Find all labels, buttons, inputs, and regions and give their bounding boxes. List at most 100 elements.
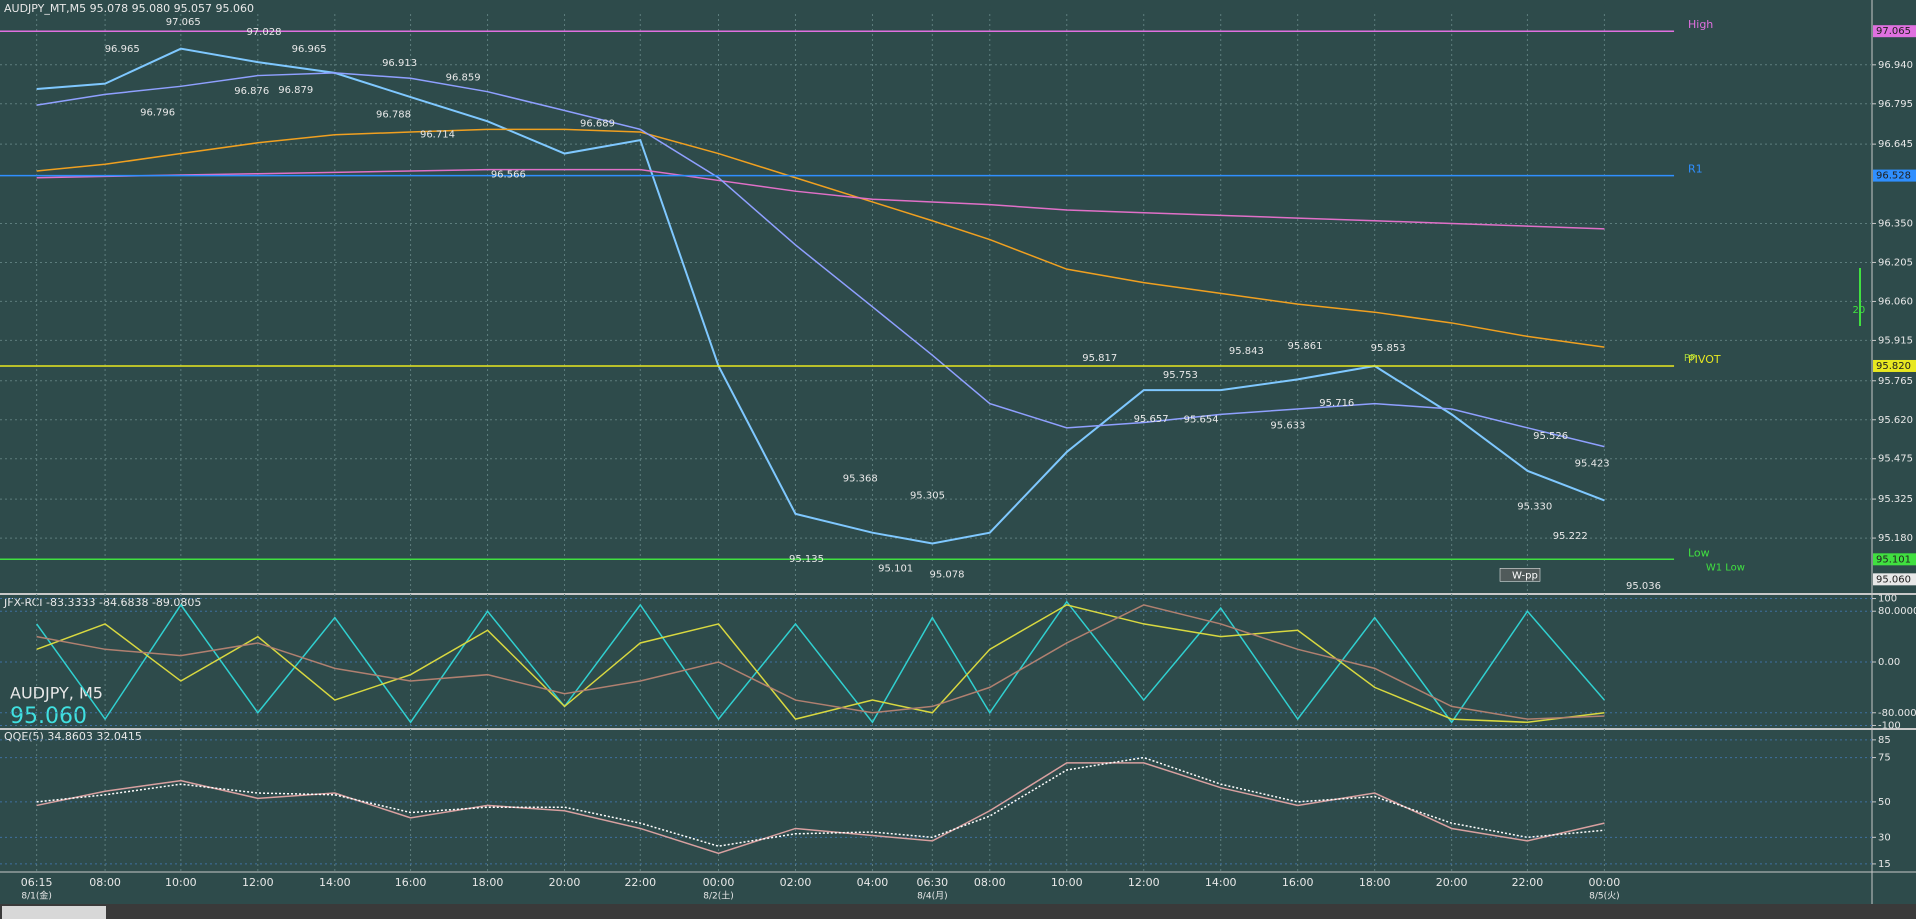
date-label: 8/2(土): [703, 890, 734, 902]
level-name: High: [1688, 18, 1713, 31]
tab[interactable]: [2, 906, 106, 919]
x-tick-label: 06:15: [21, 876, 53, 889]
swing-label: 96.879: [278, 85, 313, 96]
y-tick-label: 95.325: [1878, 494, 1913, 505]
main-title: AUDJPY_MT,M5 95.078 95.080 95.057 95.060: [4, 2, 254, 15]
price-tag: [1873, 25, 1916, 38]
y-tick-label: 50: [1878, 797, 1891, 808]
tab-bar: [0, 904, 1916, 919]
y-tick-label: 96.795: [1878, 99, 1913, 110]
x-tick-label: 04:00: [857, 876, 889, 889]
swing-label: 95.843: [1229, 346, 1264, 357]
swing-label: 95.078: [930, 569, 965, 580]
y-tick-label: 75: [1878, 753, 1891, 764]
y-tick-label: 95.620: [1878, 415, 1913, 426]
y-tick-label: 96.060: [1878, 296, 1913, 307]
date-label: 8/4(月): [917, 891, 948, 902]
y-tick-label: -80.0000: [1878, 708, 1916, 719]
rci-title: JFX-RCI -83.3333 -84.6838 -89.0805: [3, 596, 201, 609]
level-note: PP: [1684, 353, 1696, 364]
swing-label: 96.913: [382, 58, 417, 69]
y-tick-label: 96.940: [1878, 60, 1913, 71]
series-line: [36, 600, 1605, 724]
x-tick-label: 12:00: [242, 876, 274, 889]
swing-label: 96.859: [446, 73, 481, 84]
y-tick-label: 96.205: [1878, 257, 1913, 268]
close-tag: [1873, 573, 1916, 586]
close-tag-label: 95.060: [1876, 574, 1911, 585]
swing-label: 95.526: [1533, 431, 1568, 442]
x-tick-label: 12:00: [1128, 876, 1160, 889]
qqe-title: QQE(5) 34.8603 32.0415: [4, 730, 142, 743]
swing-label: 95.222: [1553, 531, 1588, 542]
series-line: [36, 168, 1605, 230]
series-line: [36, 128, 1605, 348]
x-tick-label: 22:00: [1512, 876, 1544, 889]
date-label: 8/5(火): [1589, 891, 1620, 902]
x-tick-label: 16:00: [395, 876, 427, 889]
y-tick-label: 100: [1878, 594, 1897, 605]
price-tag-label: 97.065: [1876, 26, 1911, 37]
price-tag-label: 95.820: [1876, 361, 1911, 372]
wpp-box: [1499, 568, 1541, 582]
swing-label: 95.657: [1134, 414, 1169, 425]
x-tick-label: 10:00: [1051, 876, 1083, 889]
x-tick-label: 14:00: [1205, 876, 1237, 889]
swing-label: 96.965: [292, 44, 327, 55]
swing-label: 95.135: [789, 554, 824, 565]
y-tick-label: 95.475: [1878, 454, 1913, 465]
watermark-price: 95.060: [10, 704, 87, 729]
x-tick-label: 20:00: [1436, 876, 1468, 889]
y-tick-label: 95.765: [1878, 376, 1913, 387]
y-tick-label: 85: [1878, 735, 1891, 746]
y-tick-label: 95.180: [1878, 533, 1913, 544]
x-tick-label: 22:00: [624, 876, 656, 889]
price-tag-label: 96.528: [1876, 171, 1911, 182]
x-tick-label: 00:00: [703, 876, 735, 889]
swing-label: 95.853: [1371, 343, 1406, 354]
y-tick-label: 15: [1878, 859, 1891, 870]
y-tick-label: 0.00: [1878, 657, 1900, 668]
swing-label: 96.965: [105, 44, 140, 55]
level-note: 20: [1852, 305, 1865, 316]
series-line: [36, 72, 1605, 448]
swing-label: 96.566: [491, 169, 526, 180]
swing-label: 96.796: [140, 108, 175, 119]
x-tick-label: 06:30: [916, 876, 948, 889]
swing-label: 95.753: [1163, 370, 1198, 381]
price-tag: [1873, 169, 1916, 182]
swing-label: 96.788: [376, 110, 411, 121]
price-tag: [1873, 359, 1916, 372]
x-tick-label: 20:00: [549, 876, 581, 889]
y-tick-label: -100: [1878, 720, 1901, 731]
price-tag-label: 95.101: [1876, 554, 1911, 565]
series-line: [36, 756, 1605, 847]
level-note: W1 Low: [1706, 562, 1745, 573]
swing-label: 97.065: [166, 17, 201, 28]
swing-label: 95.716: [1319, 398, 1354, 409]
series-line: [36, 604, 1605, 720]
x-tick-label: 14:00: [319, 876, 351, 889]
swing-label: 95.305: [910, 490, 945, 501]
y-tick-label: 95.915: [1878, 335, 1913, 346]
y-tick-label: 80.0000: [1878, 606, 1916, 617]
level-name: R1: [1688, 163, 1703, 176]
swing-label: 95.036: [1626, 581, 1661, 592]
swing-label: 95.423: [1575, 459, 1610, 470]
x-tick-label: 18:00: [1359, 876, 1391, 889]
level-name: Low: [1688, 546, 1710, 559]
swing-label: 95.330: [1517, 502, 1552, 513]
swing-label: 95.368: [843, 474, 878, 485]
level-note: W-pp: [1512, 570, 1538, 581]
swing-label: 96.689: [580, 118, 615, 129]
price-tag: [1873, 553, 1916, 566]
series-line: [36, 47, 1605, 545]
x-tick-label: 16:00: [1282, 876, 1314, 889]
x-tick-label: 08:00: [974, 876, 1006, 889]
x-tick-label: 02:00: [780, 876, 812, 889]
y-tick-label: 96.350: [1878, 218, 1913, 229]
swing-label: 95.861: [1288, 341, 1323, 352]
swing-label: 96.876: [234, 86, 269, 97]
